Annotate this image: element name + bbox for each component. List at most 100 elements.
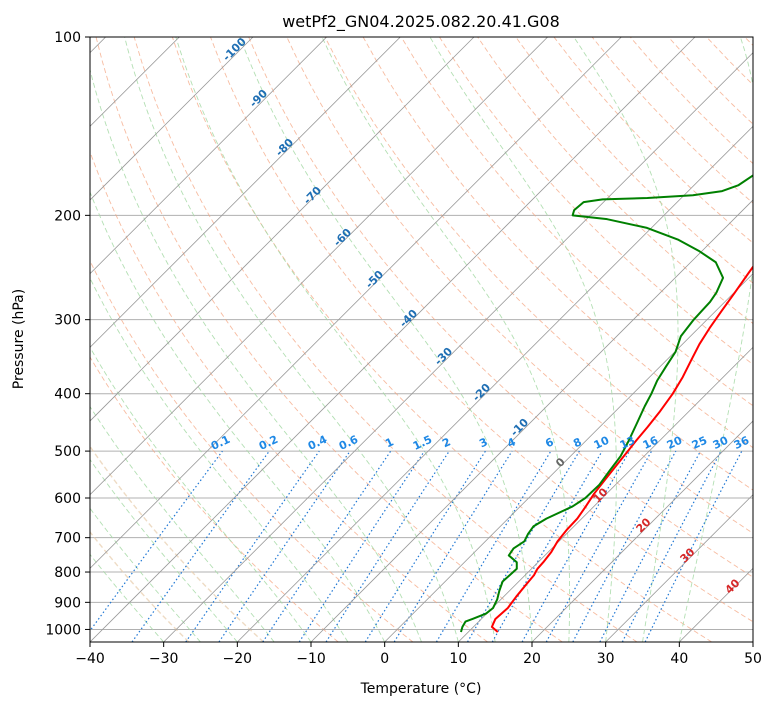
x-tick-label: 40	[670, 651, 688, 667]
x-tick-label: 0	[380, 651, 389, 667]
mixing-ratio-label: 1	[383, 435, 395, 450]
moist-adiabat-line	[90, 507, 201, 642]
dry-adiabat-line	[133, 37, 638, 642]
isotherm-line	[90, 37, 254, 201]
moist-adiabat-line	[90, 277, 349, 642]
y-tick-label: 300	[54, 313, 81, 329]
isotherm-line	[90, 37, 327, 275]
y-tick-label: 700	[54, 531, 81, 547]
dry-adiabat-line	[95, 37, 563, 642]
mixing-ratio-label: 3	[477, 435, 489, 450]
mixing-ratio-line	[644, 450, 743, 642]
mixing-ratio-line	[572, 450, 677, 642]
isotherm-line	[90, 37, 548, 496]
moist-adiabat-line	[175, 37, 496, 642]
y-tick-label: 800	[54, 565, 81, 581]
isotherm-line	[90, 37, 475, 422]
isotherm-line	[163, 52, 753, 642]
moist-adiabat-line	[239, 37, 533, 642]
isotherm-label: -50	[363, 268, 386, 291]
plot-area: -100-90-80-70-60-50-40-30-20-100.1 0.2 0.4…	[90, 35, 753, 642]
chart-title: wetPf2_GN04.2025.082.20.41.G08	[282, 12, 560, 32]
mixing-ratio-line	[90, 450, 223, 632]
mixing-ratio-label: 0.4	[306, 433, 329, 453]
mixing-ratio-label: 0.1	[209, 433, 232, 453]
x-tick-label: 10	[449, 651, 467, 667]
mixing-ratio-label: 1.5	[411, 433, 434, 453]
isotherm-label: -90	[247, 87, 270, 110]
mixing-ratio-label: 16	[641, 434, 661, 452]
isotherm-line	[531, 420, 753, 642]
x-tick-label: −40	[75, 651, 105, 667]
isotherm-line	[90, 37, 622, 569]
dry-adiabat-line	[439, 37, 753, 365]
temperature-profile-line	[490, 265, 753, 633]
dewpoint-profile-line	[459, 174, 753, 633]
moist-adiabat-line	[573, 37, 679, 642]
mixing-ratio-label: 0.6	[337, 433, 360, 453]
mixing-ratio-line	[621, 450, 722, 642]
isotherm-label: -80	[273, 136, 296, 159]
mixing-ratio-line	[262, 450, 392, 642]
dry-adiabat-line	[90, 530, 190, 642]
isotherm-label: -100	[220, 35, 249, 64]
mixing-ratio-line	[298, 450, 425, 642]
y-axis-label: Pressure (hPa)	[11, 289, 27, 389]
mixing-ratio-line	[545, 450, 653, 642]
moist-adiabat-line	[90, 67, 422, 642]
y-tick-label: 600	[54, 491, 81, 507]
adiabat-label: 20	[634, 515, 654, 535]
moist-adiabat-line	[90, 458, 238, 642]
x-tick-label: −30	[149, 651, 179, 667]
dry-adiabat-line	[90, 150, 488, 642]
isotherm-line	[90, 37, 696, 642]
adiabat-label: 30	[678, 545, 698, 565]
dry-adiabat-line	[90, 445, 264, 642]
dry-adiabat-line	[744, 37, 753, 47]
dry-adiabat-line	[171, 37, 712, 642]
x-tick-label: 30	[597, 651, 615, 667]
moist-adiabat-line	[90, 190, 386, 642]
dry-adiabat-line	[90, 356, 339, 642]
moist-adiabat-line	[124, 37, 459, 642]
x-axis-label: Temperature (°C)	[360, 681, 482, 697]
y-tick-label: 1000	[45, 622, 81, 638]
isotherm-label: -70	[301, 184, 324, 207]
isotherm-line	[384, 273, 753, 642]
y-tick-label: 400	[54, 387, 81, 403]
mixing-ratio-line	[325, 450, 450, 642]
adiabat-zero-label: 0	[553, 455, 568, 470]
isotherm-line	[605, 494, 753, 642]
y-tick-label: 900	[54, 595, 81, 611]
adiabat-label: 40	[723, 576, 743, 596]
y-tick-label: 500	[54, 444, 81, 460]
mixing-ratio-line	[435, 450, 552, 642]
dry-adiabat-line	[90, 259, 414, 642]
isotherm-label: -40	[397, 307, 420, 330]
mixing-ratio-line	[185, 450, 320, 642]
x-tick-label: −10	[296, 651, 326, 667]
mixing-ratio-label: 10	[592, 434, 612, 452]
dry-adiabat-line	[400, 37, 753, 407]
mixing-ratio-label: 25	[690, 434, 709, 452]
y-tick-label: 200	[54, 208, 81, 224]
mixing-ratio-label: 20	[665, 434, 685, 452]
moist-adiabat-line	[90, 553, 165, 642]
dry-adiabat-line	[248, 37, 753, 578]
mixing-ratio-label: 30	[711, 434, 731, 452]
mixing-ratio-line	[131, 450, 270, 642]
plot-frame	[89, 36, 754, 643]
dry-adiabat-line	[210, 37, 753, 623]
x-tick-label: 20	[523, 651, 541, 667]
mixing-ratio-line	[521, 450, 631, 642]
isotherm-line	[458, 346, 753, 642]
x-tick-label: −20	[223, 651, 253, 667]
isotherm-line	[237, 125, 753, 642]
isotherm-label: -20	[470, 381, 493, 404]
moist-adiabat-line	[90, 405, 275, 642]
mixing-ratio-line	[393, 450, 513, 642]
mixing-ratio-label: 13	[618, 434, 637, 452]
dry-adiabat-line	[324, 37, 753, 491]
moist-adiabat-line	[321, 37, 571, 642]
